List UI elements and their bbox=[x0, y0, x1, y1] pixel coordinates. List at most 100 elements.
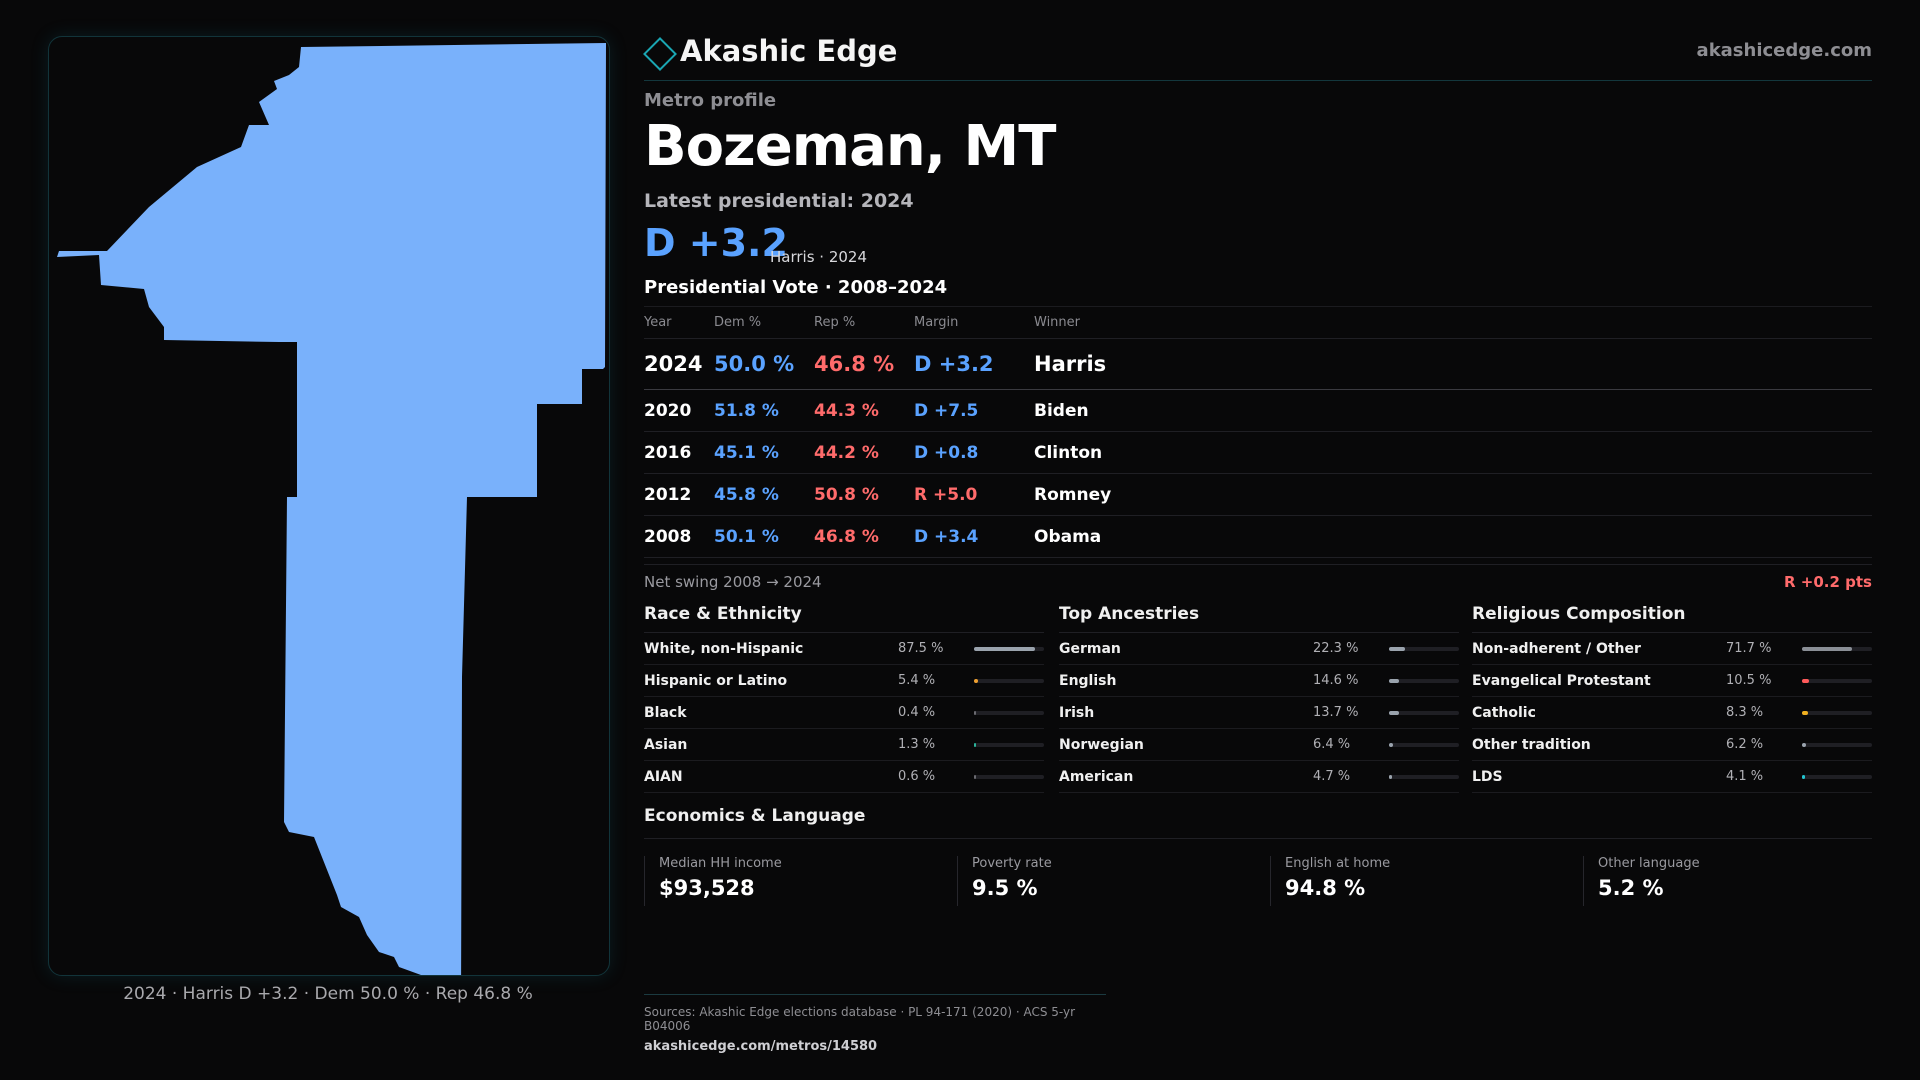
diamond-icon bbox=[643, 37, 677, 71]
demo-bar-fill bbox=[1389, 647, 1405, 651]
profile-panel: Akashic Edge akashicedge.com Metro profi… bbox=[643, 0, 1872, 1080]
net-swing-row: Net swing 2008 → 2024 R +0.2 pts bbox=[644, 564, 1872, 599]
demo-row: American 4.7 % bbox=[1059, 761, 1459, 793]
presidential-vote-table: Year Dem % Rep % Margin Winner 2024 50.0… bbox=[644, 306, 1872, 558]
metro-shape-map bbox=[57, 43, 606, 975]
demo-row-label: Black bbox=[644, 705, 687, 721]
latest-election-label: Latest presidential: 2024 bbox=[644, 190, 914, 212]
demo-row-value: 22.3 % bbox=[1313, 641, 1359, 656]
econ-card: Median HH income $93,528 bbox=[644, 856, 935, 906]
demo-row-value: 10.5 % bbox=[1726, 673, 1772, 688]
econ-card: English at home 94.8 % bbox=[1270, 856, 1561, 906]
demo-row-label: Other tradition bbox=[1472, 737, 1591, 753]
demo-bar-track bbox=[1389, 743, 1459, 747]
demo-row-value: 0.4 % bbox=[898, 705, 936, 720]
demo-row: AIAN 0.6 % bbox=[644, 761, 1044, 793]
demo-bar-track bbox=[1389, 647, 1459, 651]
demo-row-value: 0.6 % bbox=[898, 769, 936, 784]
demo-row-value: 6.4 % bbox=[1313, 737, 1351, 752]
economics-section-title: Economics & Language bbox=[644, 806, 1872, 839]
demo-bar-track bbox=[1802, 679, 1872, 683]
col-header-winner: Winner bbox=[1034, 315, 1081, 330]
col-header-margin: Margin bbox=[914, 315, 959, 330]
cell-dem: 50.0 % bbox=[714, 352, 795, 376]
demo-row-label: German bbox=[1059, 641, 1121, 657]
cell-winner: Romney bbox=[1034, 485, 1112, 505]
demo-bar-fill bbox=[1802, 775, 1805, 779]
demo-bar-fill bbox=[1389, 743, 1394, 747]
sources-footer: Sources: Akashic Edge elections database… bbox=[644, 994, 1106, 1054]
demo-bar-track bbox=[1802, 647, 1872, 651]
cell-winner: Obama bbox=[1034, 527, 1102, 547]
demo-row: Non-adherent / Other 71.7 % bbox=[1472, 633, 1872, 665]
cell-winner: Clinton bbox=[1034, 443, 1103, 463]
table-row: 2008 50.1 % 46.8 % D +3.4 Obama bbox=[644, 516, 1872, 558]
table-row: 2024 50.0 % 46.8 % D +3.2 Harris bbox=[644, 339, 1872, 390]
demo-row-label: Irish bbox=[1059, 705, 1095, 721]
page-title: Bozeman, MT bbox=[644, 114, 1056, 179]
demo-bar-fill bbox=[1389, 711, 1399, 715]
demo-row: Other tradition 6.2 % bbox=[1472, 729, 1872, 761]
map-caption: 2024 · Harris D +3.2 · Dem 50.0 % · Rep … bbox=[123, 984, 533, 1004]
cell-year: 2020 bbox=[644, 401, 692, 421]
demo-row-value: 6.2 % bbox=[1726, 737, 1764, 752]
demo-bar-fill bbox=[1802, 679, 1810, 683]
demo-row-label: Evangelical Protestant bbox=[1472, 673, 1651, 689]
religion-section: Religious Composition Non-adherent / Oth… bbox=[1472, 600, 1872, 793]
col-header-dem: Dem % bbox=[714, 315, 762, 330]
demo-row-label: English bbox=[1059, 673, 1117, 689]
cell-dem: 50.1 % bbox=[714, 527, 779, 547]
col-header-year: Year bbox=[644, 315, 672, 330]
cell-rep: 46.8 % bbox=[814, 527, 879, 547]
demo-bar-fill bbox=[974, 743, 976, 747]
demo-bar-track bbox=[1389, 679, 1459, 683]
ancestries-section: Top Ancestries German 22.3 % English 14.6 %… bbox=[1059, 600, 1459, 793]
table-row: 2012 45.8 % 50.8 % R +5.0 Romney bbox=[644, 474, 1872, 516]
section-title: Top Ancestries bbox=[1059, 600, 1459, 633]
demo-row: Catholic 8.3 % bbox=[1472, 697, 1872, 729]
demo-bar-track bbox=[974, 647, 1044, 651]
econ-card-value: 94.8 % bbox=[1285, 876, 1366, 900]
demo-row-label: Hispanic or Latino bbox=[644, 673, 788, 689]
econ-card-value: 9.5 % bbox=[972, 876, 1038, 900]
col-header-rep: Rep % bbox=[814, 315, 856, 330]
cell-winner: Biden bbox=[1034, 401, 1089, 421]
demo-bar-track bbox=[974, 711, 1044, 715]
demo-row: German 22.3 % bbox=[1059, 633, 1459, 665]
cell-margin: R +5.0 bbox=[914, 485, 978, 505]
page-kicker: Metro profile bbox=[644, 90, 777, 111]
demo-row-value: 13.7 % bbox=[1313, 705, 1359, 720]
demo-bar-track bbox=[1389, 711, 1459, 715]
demo-bar-track bbox=[974, 743, 1044, 747]
latest-margin-subtitle: Harris · 2024 bbox=[770, 248, 868, 266]
section-title: Religious Composition bbox=[1472, 600, 1872, 633]
demo-row-value: 87.5 % bbox=[898, 641, 944, 656]
demo-row: Evangelical Protestant 10.5 % bbox=[1472, 665, 1872, 697]
econ-card-label: Median HH income bbox=[659, 856, 782, 871]
demo-bar-track bbox=[974, 775, 1044, 779]
cell-year: 2008 bbox=[644, 527, 692, 547]
latest-margin: D +3.2 bbox=[644, 221, 788, 265]
demo-bar-track bbox=[1802, 711, 1872, 715]
demo-row: Asian 1.3 % bbox=[644, 729, 1044, 761]
sources-text: Sources: Akashic Edge elections database… bbox=[644, 1005, 1076, 1033]
sources-url-link[interactable]: akashicedge.com/metros/14580 bbox=[644, 1039, 878, 1054]
demo-row-value: 1.3 % bbox=[898, 737, 936, 752]
metro-shape bbox=[57, 43, 606, 975]
demo-row-value: 14.6 % bbox=[1313, 673, 1359, 688]
demo-row-label: Asian bbox=[644, 737, 688, 753]
demo-bar-fill bbox=[974, 775, 976, 779]
demo-bar-fill bbox=[974, 647, 1036, 651]
cell-year: 2012 bbox=[644, 485, 692, 505]
cell-dem: 51.8 % bbox=[714, 401, 779, 421]
demo-row-label: American bbox=[1059, 769, 1134, 785]
cell-margin: D +3.2 bbox=[914, 352, 994, 376]
demo-row-label: Non-adherent / Other bbox=[1472, 641, 1641, 657]
demo-row: LDS 4.1 % bbox=[1472, 761, 1872, 793]
demo-bar-track bbox=[1389, 775, 1459, 779]
econ-card-label: English at home bbox=[1285, 856, 1391, 871]
brand-url-link[interactable]: akashicedge.com bbox=[1696, 40, 1872, 61]
vote-section-title: Presidential Vote · 2008–2024 bbox=[644, 277, 948, 298]
cell-margin: D +7.5 bbox=[914, 401, 979, 421]
demo-bar-fill bbox=[1802, 743, 1807, 747]
